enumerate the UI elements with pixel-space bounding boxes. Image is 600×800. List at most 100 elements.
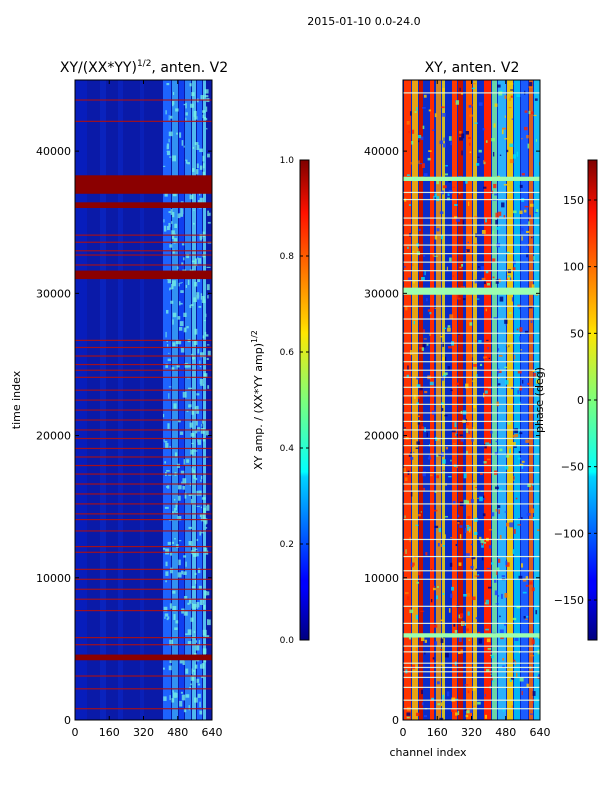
heatmap-cell [495,219,498,225]
heatmap-cell [171,230,175,236]
heatmap-cell [441,376,445,381]
heatmap-cell [444,516,449,518]
heatmap-cell [421,276,425,281]
heatmap-cell [481,277,486,281]
heatmap-cell [411,263,414,267]
heatmap-cell [506,556,508,560]
flagged-band [75,202,212,208]
heatmap-cell [472,83,476,85]
heatmap-cell [165,561,168,567]
heatmap-cell [466,422,470,426]
flagged-row [403,708,540,710]
heatmap-cell [201,424,203,427]
left-flagged-rows [75,99,212,710]
heatmap-cell [436,228,440,232]
heatmap-cell [448,608,451,613]
heatmap-cell [442,544,445,547]
heatmap-cell [482,513,486,517]
heatmap-cell [530,320,533,324]
flagged-row [75,483,212,485]
heatmap-cell [184,492,187,499]
heatmap-cell [178,301,181,306]
heatmap-cell [473,404,476,409]
heatmap-cell [187,162,190,165]
heatmap-cell [481,556,484,561]
heatmap-cell [194,664,198,669]
heatmap-cell [408,453,411,457]
heatmap-cell [203,116,207,120]
heatmap-cell [202,163,205,169]
heatmap-cell [473,705,476,707]
heatmap-cell [474,575,476,578]
heatmap-cell [512,617,517,621]
heatmap-cell [505,562,510,567]
heatmap-cell [524,126,528,131]
heatmap-cell [189,194,194,200]
heatmap-cell [174,223,178,229]
heatmap-cell [529,581,533,585]
heatmap-cell [443,469,445,474]
heatmap-cell [197,567,201,574]
heatmap-cell [207,221,211,224]
heatmap-cell [410,452,412,454]
heatmap-cell [483,392,485,398]
colorbar-tick-label: 0.2 [280,540,294,550]
heatmap-cell [443,372,448,375]
heatmap-cell [433,195,435,200]
y-tick-label: 30000 [364,287,399,300]
heatmap-cell [417,395,420,399]
heatmap-cell [484,693,486,697]
heatmap-cell [429,334,431,336]
heatmap-cell [534,212,538,214]
heatmap-cell [410,161,412,165]
heatmap-cell [201,599,204,604]
heatmap-cell [204,95,209,98]
heatmap-cell [450,593,453,598]
heatmap-cell [169,445,171,449]
heatmap-cell [504,466,509,470]
heatmap-cell [434,307,437,309]
y-tick-label: 0 [64,714,71,727]
heatmap-cell [465,714,469,718]
heatmap-cell [459,137,463,141]
heatmap-cell [434,255,438,257]
heatmap-cell [206,504,210,509]
flagged-row [403,662,540,664]
heatmap-cell [199,197,204,202]
heatmap-cell [485,599,489,605]
heatmap-cell [191,92,195,95]
flagged-row [403,412,540,414]
heatmap-cell [419,346,424,350]
heatmap-cell [455,543,458,547]
heatmap-cell [471,437,474,442]
flagged-row [403,270,540,272]
heatmap-cell [467,526,471,531]
heatmap-cell [503,183,508,186]
heatmap-cell [464,622,467,626]
heatmap-cell [514,428,518,434]
heatmap-cell [177,495,181,501]
heatmap-cell [173,403,177,409]
heatmap-cell [472,480,476,482]
heatmap-cell [172,692,177,698]
heatmap-cell [504,366,508,369]
heatmap-cell [529,214,531,219]
heatmap-cell [163,606,168,612]
heatmap-cell [476,298,480,300]
heatmap-cell [519,327,523,332]
right-flagged-rows [403,92,540,710]
heatmap-cell [527,570,530,573]
heatmap-cell [167,616,170,619]
heatmap-cell [454,630,458,633]
heatmap-cell [440,543,443,548]
heatmap-cell [444,652,449,658]
heatmap-cell [436,455,439,457]
heatmap-cell [482,128,485,131]
heatmap-cell [409,609,414,614]
heatmap-cell [525,618,528,620]
heatmap-cell [190,617,194,622]
heatmap-cell [488,586,492,589]
flagged-row [403,395,540,397]
heatmap-cell [418,134,422,139]
heatmap-cell [426,298,428,302]
